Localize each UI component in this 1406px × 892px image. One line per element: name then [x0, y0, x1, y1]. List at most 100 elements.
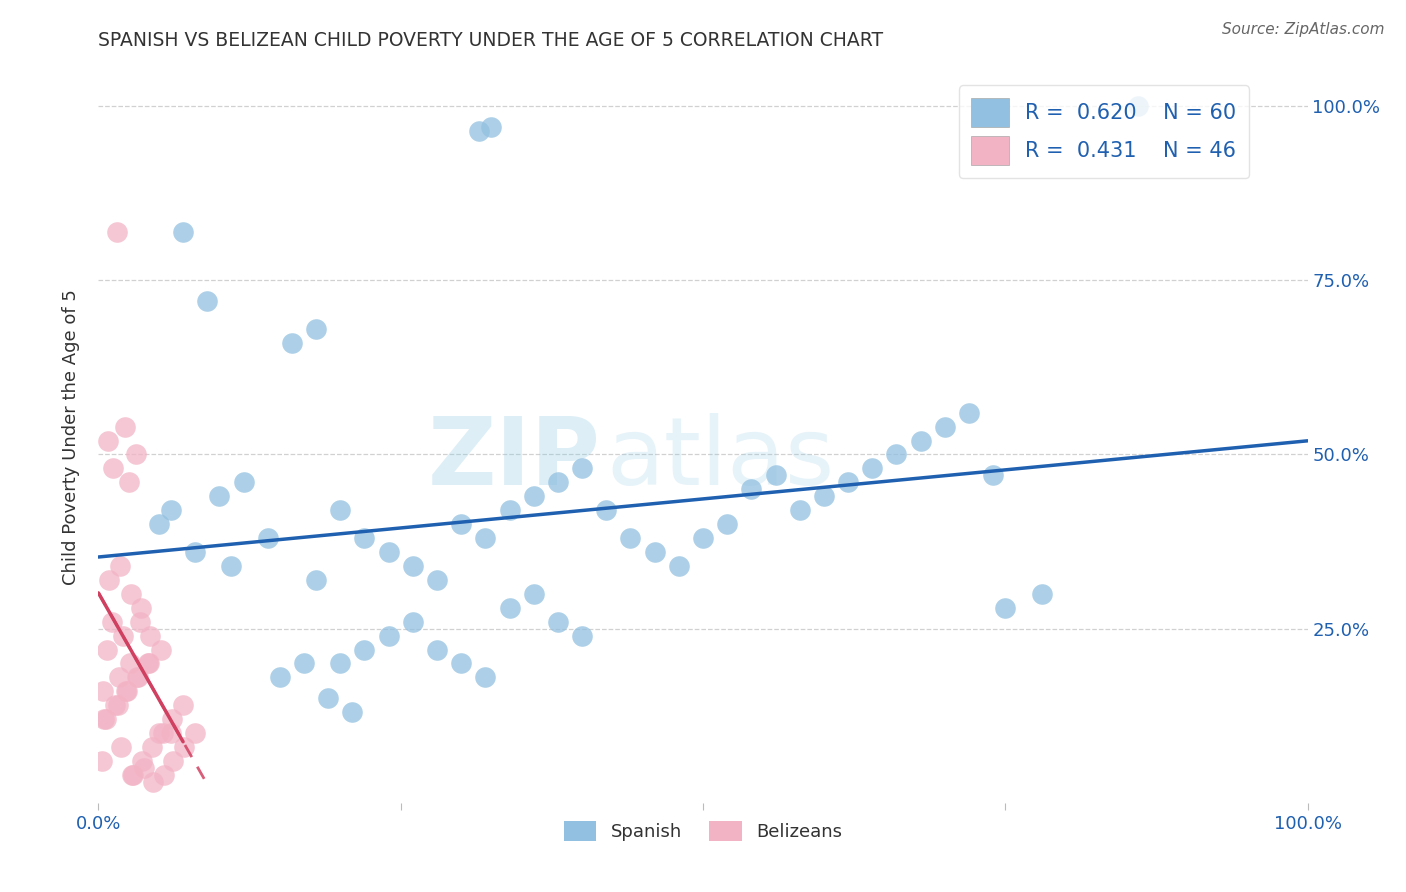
Point [619, 531, 641, 545]
Point [184, 726, 207, 740]
Point [152, 768, 174, 782]
Point [114, 419, 136, 434]
Point [668, 558, 690, 573]
Point [134, 761, 156, 775]
Point [595, 503, 617, 517]
Point [148, 726, 170, 740]
Point [131, 754, 153, 768]
Point [108, 558, 131, 573]
Point [104, 698, 127, 713]
Point [172, 225, 194, 239]
Point [107, 698, 129, 713]
Text: SPANISH VS BELIZEAN CHILD POVERTY UNDER THE AGE OF 5 CORRELATION CHART: SPANISH VS BELIZEAN CHILD POVERTY UNDER … [98, 31, 883, 50]
Point [765, 468, 787, 483]
Point [957, 406, 980, 420]
Point [139, 629, 162, 643]
Point [122, 768, 145, 782]
Point [141, 740, 163, 755]
Point [860, 461, 883, 475]
Point [269, 670, 291, 684]
Point [305, 573, 328, 587]
Point [547, 475, 569, 490]
Point [110, 740, 132, 755]
Point [208, 489, 231, 503]
Point [353, 642, 375, 657]
Point [716, 517, 738, 532]
Point [256, 531, 278, 545]
Point [127, 670, 149, 684]
Point [160, 712, 183, 726]
Point [94, 712, 117, 726]
Point [221, 558, 243, 573]
Point [402, 615, 425, 629]
Point [108, 670, 131, 684]
Point [474, 670, 496, 684]
Point [474, 531, 496, 545]
Point [98, 573, 121, 587]
Point [115, 684, 138, 698]
Point [789, 503, 811, 517]
Point [692, 531, 714, 545]
Point [571, 629, 593, 643]
Point [120, 587, 142, 601]
Point [329, 657, 352, 671]
Point [498, 600, 520, 615]
Point [571, 461, 593, 475]
Point [127, 670, 149, 684]
Point [128, 615, 150, 629]
Point [162, 754, 184, 768]
Point [105, 225, 128, 239]
Point [644, 545, 666, 559]
Point [184, 545, 207, 559]
Point [160, 726, 183, 740]
Point [377, 629, 399, 643]
Point [281, 336, 304, 351]
Point [172, 698, 194, 713]
Point [125, 448, 148, 462]
Point [523, 587, 546, 601]
Point [523, 489, 546, 503]
Point [886, 448, 908, 462]
Text: Source: ZipAtlas.com: Source: ZipAtlas.com [1222, 22, 1385, 37]
Legend: Spanish, Belizeans: Spanish, Belizeans [557, 814, 849, 848]
Y-axis label: Child Poverty Under the Age of 5: Child Poverty Under the Age of 5 [62, 289, 80, 585]
Point [292, 657, 315, 671]
Point [160, 503, 183, 517]
Point [232, 475, 254, 490]
Point [994, 600, 1017, 615]
Point [450, 657, 472, 671]
Point [93, 712, 115, 726]
Point [316, 691, 339, 706]
Point [100, 615, 122, 629]
Point [152, 726, 174, 740]
Text: ZIP: ZIP [427, 413, 600, 505]
Point [118, 657, 141, 671]
Point [91, 754, 114, 768]
Point [468, 123, 491, 137]
Point [910, 434, 932, 448]
Point [142, 775, 165, 789]
Point [377, 545, 399, 559]
Point [329, 503, 352, 517]
Point [118, 475, 141, 490]
Point [96, 642, 118, 657]
Point [353, 531, 375, 545]
Point [138, 657, 160, 671]
Point [481, 120, 503, 134]
Text: atlas: atlas [606, 413, 835, 505]
Point [426, 573, 449, 587]
Point [547, 615, 569, 629]
Point [402, 558, 425, 573]
Point [981, 468, 1004, 483]
Point [426, 642, 449, 657]
Point [837, 475, 859, 490]
Point [117, 684, 139, 698]
Point [129, 600, 152, 615]
Point [1128, 99, 1150, 113]
Point [91, 684, 114, 698]
Point [740, 483, 762, 497]
Point [813, 489, 835, 503]
Point [342, 705, 364, 719]
Point [121, 768, 143, 782]
Point [1031, 587, 1053, 601]
